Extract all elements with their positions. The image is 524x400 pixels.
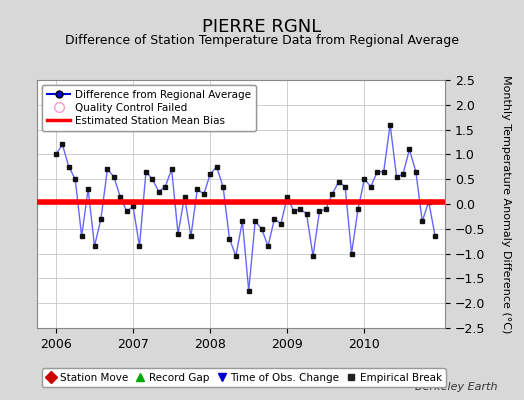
Text: Difference of Station Temperature Data from Regional Average: Difference of Station Temperature Data f… [65, 34, 459, 47]
Text: Berkeley Earth: Berkeley Earth [416, 382, 498, 392]
Text: PIERRE RGNL: PIERRE RGNL [202, 18, 322, 36]
Legend: Station Move, Record Gap, Time of Obs. Change, Empirical Break: Station Move, Record Gap, Time of Obs. C… [42, 368, 446, 387]
Legend: Difference from Regional Average, Quality Control Failed, Estimated Station Mean: Difference from Regional Average, Qualit… [42, 85, 256, 131]
Text: Monthly Temperature Anomaly Difference (°C): Monthly Temperature Anomaly Difference (… [500, 75, 511, 333]
